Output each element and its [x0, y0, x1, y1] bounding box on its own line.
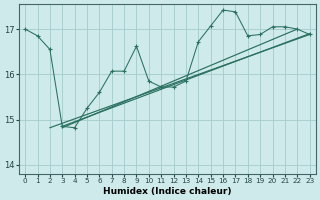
X-axis label: Humidex (Indice chaleur): Humidex (Indice chaleur)	[103, 187, 232, 196]
